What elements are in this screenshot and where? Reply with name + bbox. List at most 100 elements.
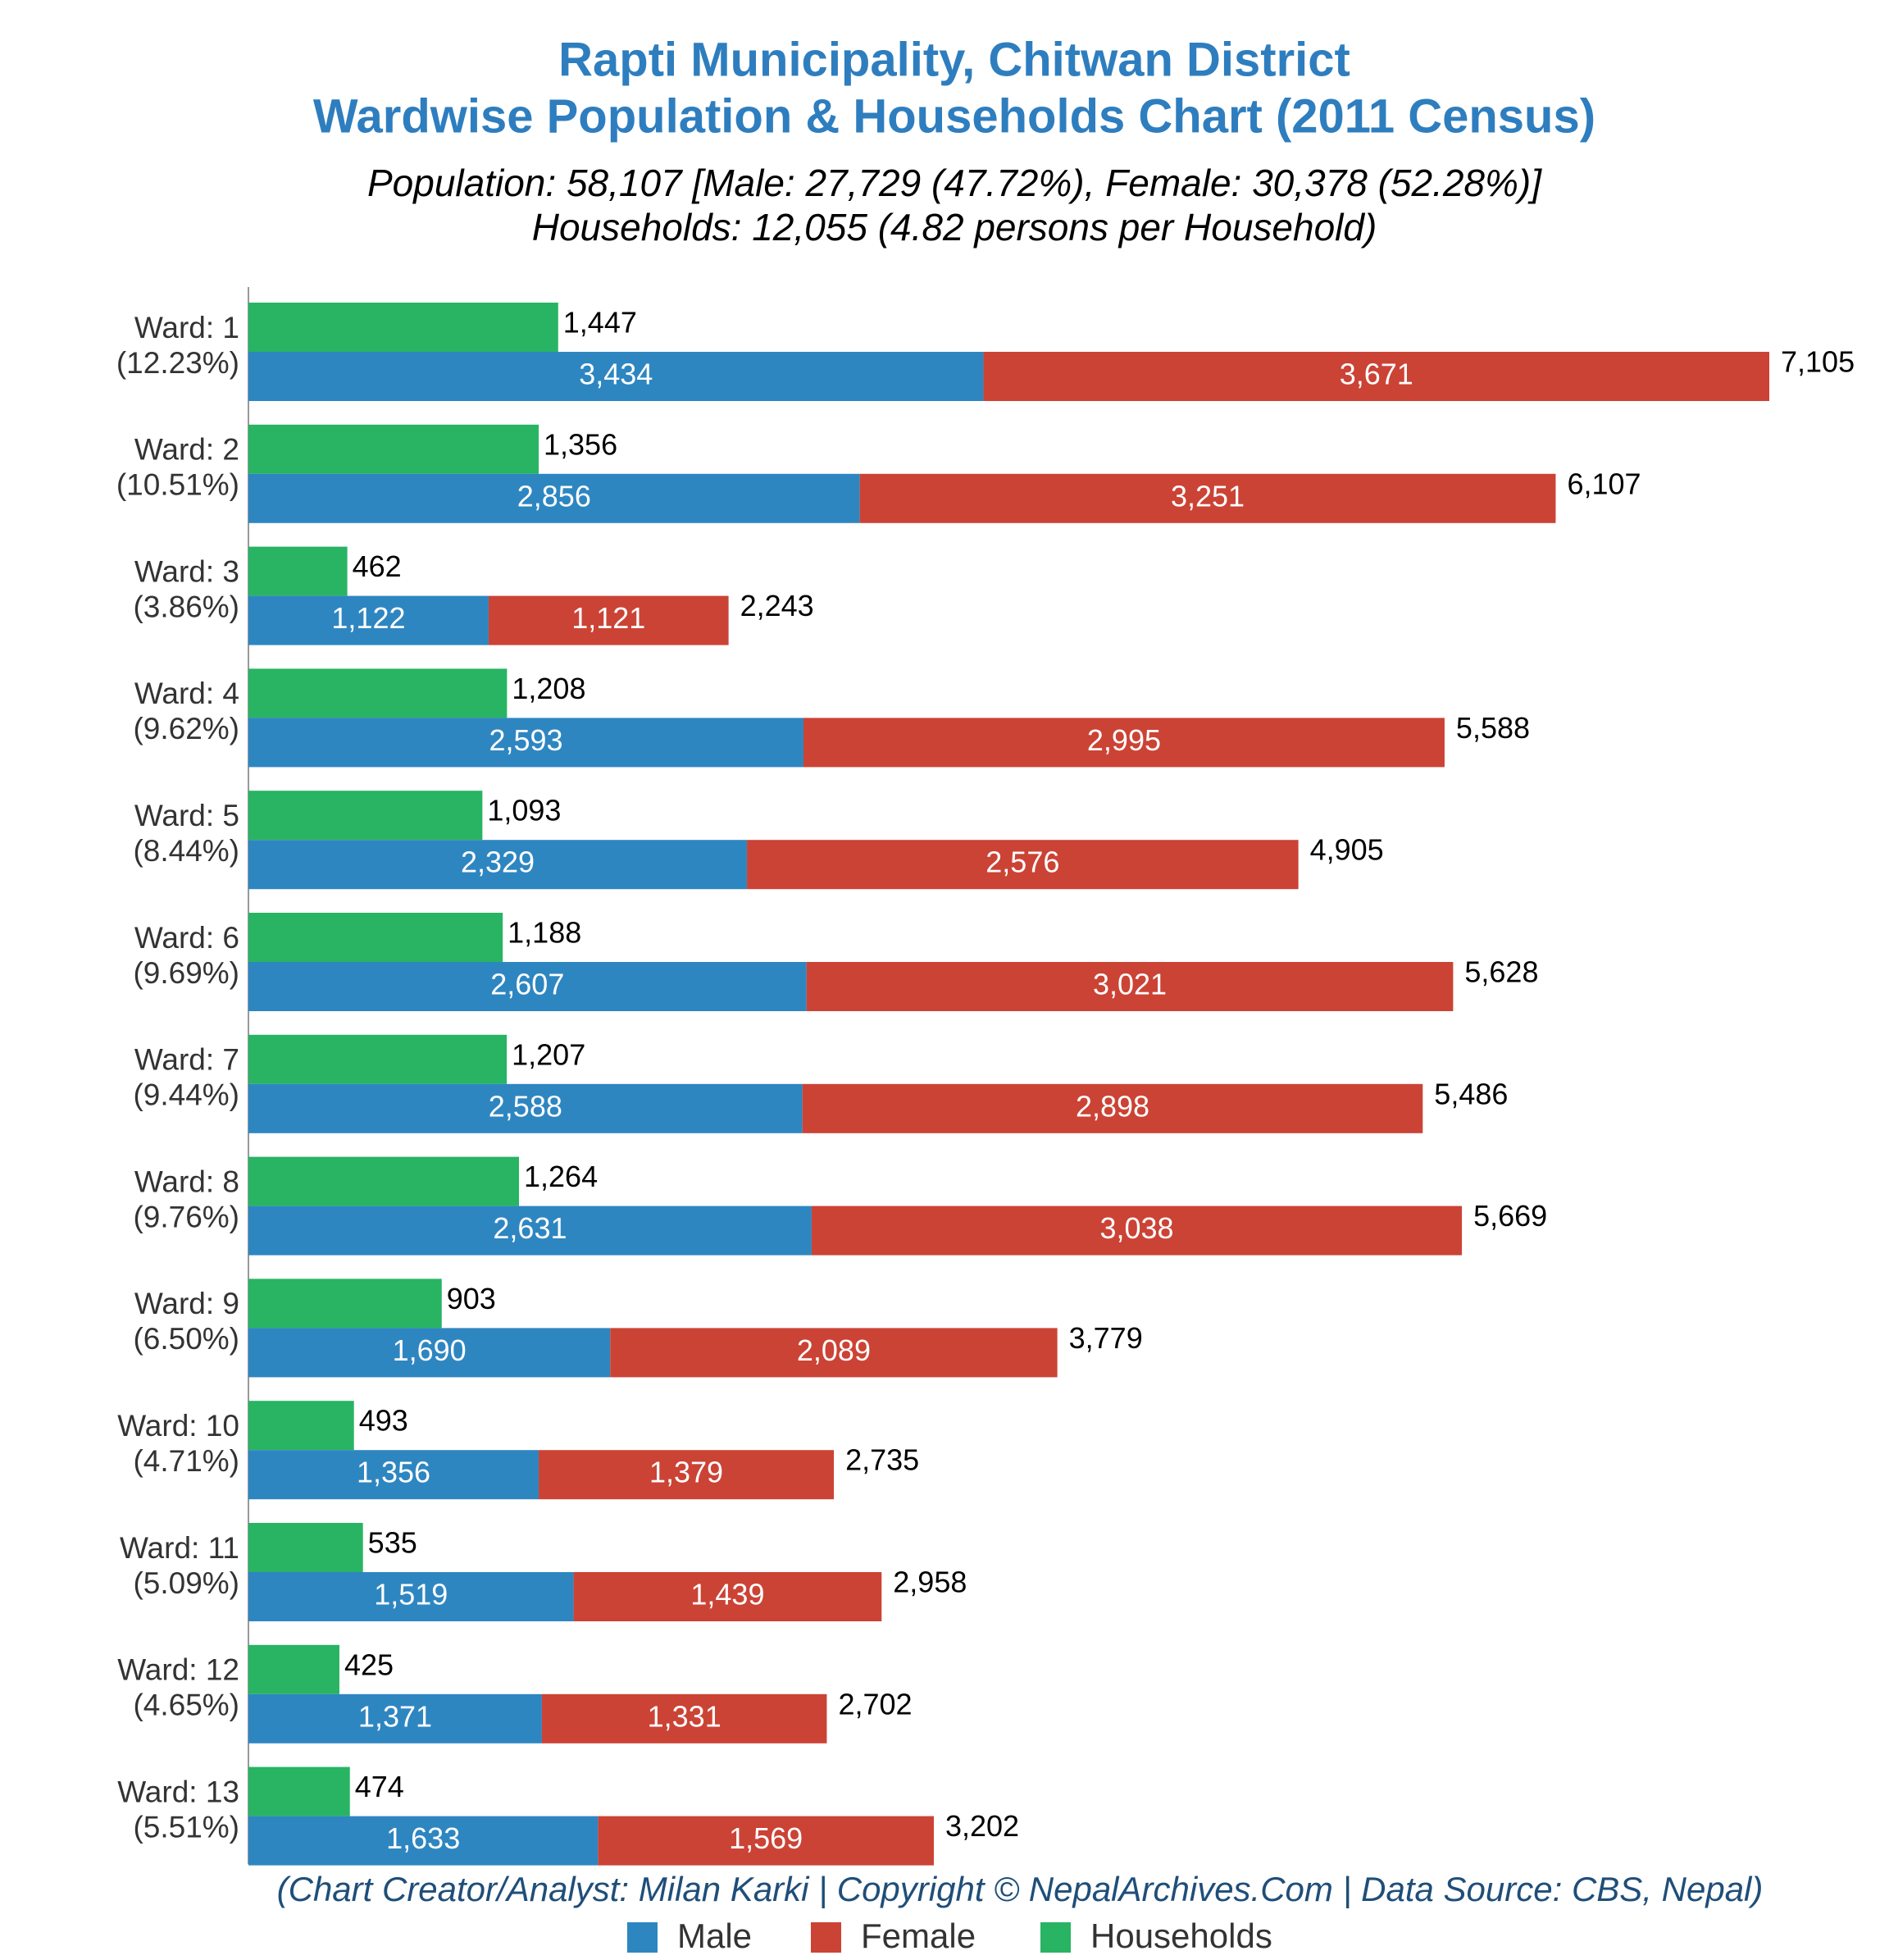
bar (248, 1816, 599, 1866)
y-tick-note: (6.50%) (133, 1322, 239, 1356)
y-tick-note: (5.09%) (133, 1566, 239, 1600)
bar (610, 1328, 1058, 1378)
bar (248, 595, 489, 645)
bar (248, 1693, 542, 1743)
y-tick-note: (8.44%) (133, 834, 239, 868)
y-tick-label: Ward: 11 (120, 1531, 239, 1565)
bar (248, 1083, 803, 1133)
chart-subtitle: Households: 12,055 (4.82 persons per Hou… (532, 206, 1377, 248)
value-label: 1,188 (508, 916, 581, 950)
value-label: 1,093 (487, 794, 561, 827)
value-label: 1,690 (393, 1333, 467, 1367)
bar (539, 1450, 835, 1500)
y-tick-note: (12.23%) (116, 346, 239, 380)
value-label: 1,122 (331, 601, 405, 635)
value-label: 2,631 (493, 1211, 567, 1245)
legend-swatch (1040, 1922, 1071, 1953)
total-label: 2,958 (893, 1566, 967, 1599)
value-label: 462 (353, 549, 402, 583)
y-tick-label: Ward: 9 (134, 1287, 239, 1320)
y-tick-label: Ward: 1 (134, 311, 239, 344)
value-label: 3,251 (1171, 479, 1245, 513)
value-label: 1,264 (524, 1160, 598, 1193)
bar (859, 473, 1556, 523)
value-label: 2,329 (461, 846, 535, 879)
bar (541, 1693, 827, 1743)
bar (248, 1156, 520, 1206)
chart-title: Wardwise Population & Households Chart (… (313, 89, 1595, 143)
y-tick-label: Ward: 6 (134, 921, 239, 955)
value-label: 3,671 (1340, 358, 1413, 391)
total-label: 2,702 (838, 1687, 912, 1721)
chart-title: Rapti Municipality, Chitwan District (558, 33, 1350, 86)
total-label: 5,486 (1434, 1077, 1508, 1110)
value-label: 1,569 (729, 1821, 803, 1855)
value-label: 1,633 (386, 1821, 460, 1855)
total-label: 4,905 (1310, 833, 1384, 867)
value-label: 2,089 (797, 1333, 871, 1367)
bar (573, 1572, 882, 1621)
total-label: 5,669 (1473, 1199, 1547, 1233)
value-label: 2,856 (517, 479, 591, 513)
bar (747, 840, 1299, 890)
total-label: 2,243 (740, 589, 814, 622)
legend-swatch (811, 1922, 841, 1953)
y-tick-note: (3.86%) (133, 590, 239, 623)
total-label: 3,779 (1069, 1321, 1143, 1355)
y-tick-label: Ward: 4 (134, 677, 239, 710)
value-label: 1,447 (563, 306, 637, 340)
y-tick-label: Ward: 12 (117, 1653, 239, 1687)
bar (248, 1401, 354, 1451)
y-tick-note: (9.69%) (133, 956, 239, 990)
value-label: 2,576 (985, 846, 1059, 879)
y-tick-note: (4.65%) (133, 1689, 239, 1722)
bar (248, 303, 558, 352)
chart-subtitle: Population: 58,107 [Male: 27,729 (47.72%… (367, 162, 1542, 204)
y-tick-note: (9.76%) (133, 1200, 239, 1233)
value-label: 1,356 (544, 427, 617, 461)
value-label: 2,588 (489, 1089, 562, 1123)
total-label: 5,628 (1464, 955, 1538, 989)
value-label: 1,439 (690, 1578, 764, 1611)
bar (806, 962, 1454, 1011)
total-label: 2,735 (845, 1443, 919, 1477)
total-label: 6,107 (1567, 467, 1641, 500)
value-label: 425 (344, 1648, 394, 1681)
footer: (Chart Creator/Analyst: Milan Karki | Co… (277, 1870, 1764, 1909)
value-label: 3,434 (579, 358, 653, 391)
total-label: 7,105 (1781, 345, 1855, 379)
bar (248, 791, 483, 841)
value-label: 1,519 (374, 1578, 448, 1611)
bar (488, 595, 729, 645)
bar (248, 546, 348, 596)
value-label: 2,898 (1076, 1089, 1149, 1123)
bar (248, 1034, 508, 1084)
bar (248, 424, 539, 474)
bar (248, 913, 503, 962)
legend-label: Female (861, 1917, 976, 1955)
value-label: 1,356 (357, 1456, 430, 1489)
y-tick-note: (9.44%) (133, 1078, 239, 1112)
bar (983, 352, 1769, 401)
value-label: 474 (355, 1770, 404, 1803)
y-tick-label: Ward: 13 (117, 1775, 239, 1808)
bar (248, 962, 807, 1011)
legend-swatch (627, 1922, 658, 1953)
value-label: 903 (447, 1282, 496, 1315)
y-tick-note: (9.62%) (133, 712, 239, 745)
bar (248, 352, 984, 401)
value-label: 3,021 (1093, 968, 1167, 1001)
y-tick-label: Ward: 7 (134, 1043, 239, 1077)
bar (248, 1450, 539, 1500)
value-label: 1,379 (649, 1456, 723, 1489)
bar (248, 1766, 350, 1816)
value-label: 1,208 (512, 672, 585, 705)
bar (248, 1572, 574, 1621)
bar (803, 718, 1445, 768)
bar (248, 1279, 442, 1329)
value-label: 1,371 (358, 1699, 432, 1733)
legend-label: Households (1090, 1917, 1272, 1955)
y-tick-label: Ward: 10 (117, 1409, 239, 1443)
bar (248, 1523, 363, 1572)
